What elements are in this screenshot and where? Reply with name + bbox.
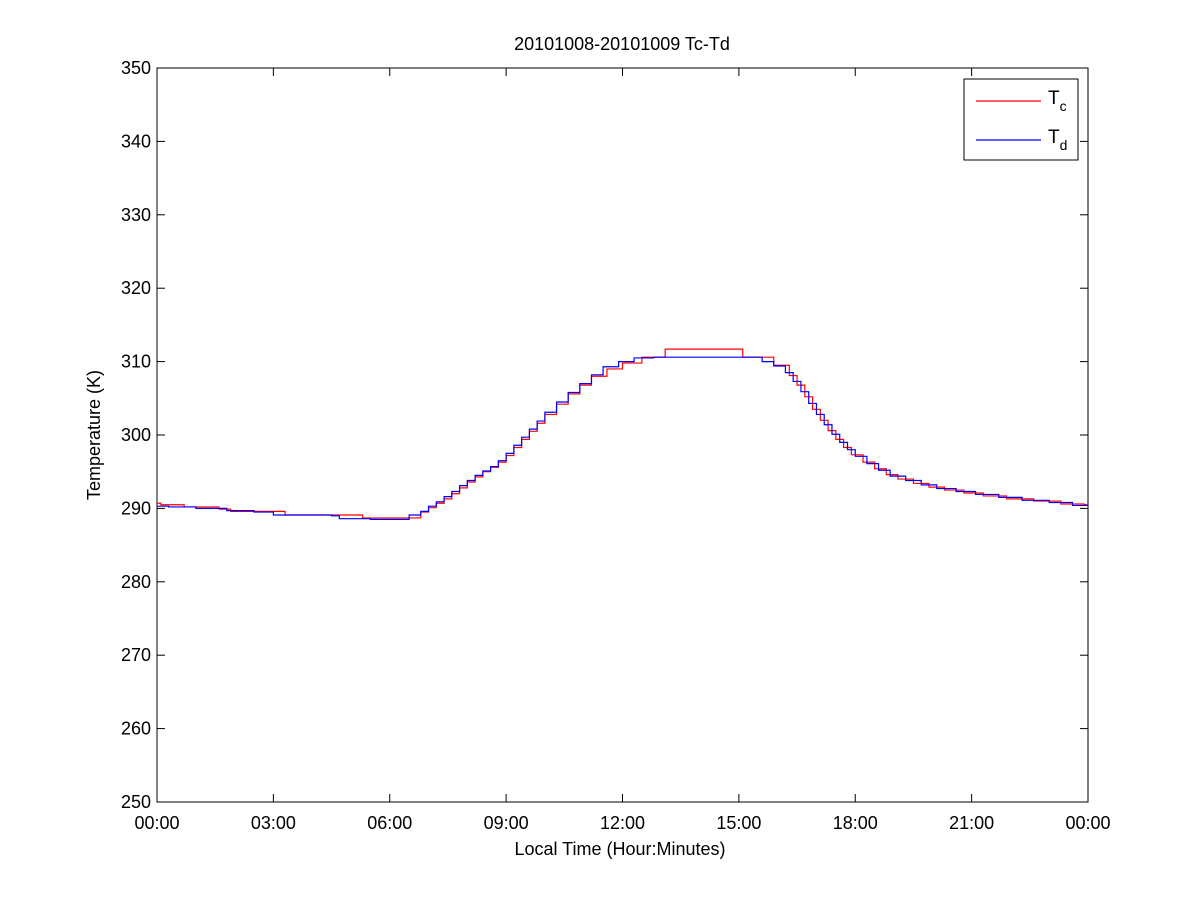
series-line-td <box>157 356 1089 521</box>
series-layer <box>157 348 1089 521</box>
y-axis-label: Temperature (K) <box>84 370 104 500</box>
tick-layer: 00:00 03:00 06:00 09:00 12:00 15:00 18:00 21:00… <box>121 58 1111 833</box>
legend-label-tc: Tc <box>1048 88 1067 114</box>
legend-box <box>963 78 1079 161</box>
chart-title: 20101008-20101009 Tc-Td <box>514 34 730 54</box>
plot-frame <box>156 67 1089 803</box>
legend-label-td-main: T <box>1048 127 1060 148</box>
x-tick-label: 09:00 <box>484 813 529 833</box>
y-tick-label: 290 <box>121 498 151 518</box>
x-tick-label: 00:00 <box>134 813 179 833</box>
x-tick-label: 06:00 <box>367 813 412 833</box>
y-tick-label: 250 <box>121 792 151 812</box>
x-tick-label: 15:00 <box>716 813 761 833</box>
legend-label-td-sub: d <box>1060 137 1068 153</box>
y-tick-label: 280 <box>121 572 151 592</box>
legend: Tc Td <box>963 78 1079 161</box>
legend-label-tc-main: T <box>1048 88 1060 109</box>
x-tick-label: 18:00 <box>833 813 878 833</box>
legend-label-td: Td <box>1048 127 1067 153</box>
y-tick-label: 350 <box>121 58 151 78</box>
legend-label-tc-sub: c <box>1060 98 1067 114</box>
x-tick-label: 12:00 <box>600 813 645 833</box>
y-tick-label: 330 <box>121 205 151 225</box>
y-tick-label: 320 <box>121 278 151 298</box>
x-tick-label: 00:00 <box>1065 813 1110 833</box>
x-tick-label: 03:00 <box>251 813 296 833</box>
y-tick-label: 270 <box>121 645 151 665</box>
x-axis-label: Local Time (Hour:Minutes) <box>514 839 725 859</box>
y-tick-label: 310 <box>121 352 151 372</box>
y-tick-label: 300 <box>121 425 151 445</box>
x-tick-label: 21:00 <box>949 813 994 833</box>
y-tick-label: 340 <box>121 131 151 151</box>
y-tick-label: 260 <box>121 719 151 739</box>
